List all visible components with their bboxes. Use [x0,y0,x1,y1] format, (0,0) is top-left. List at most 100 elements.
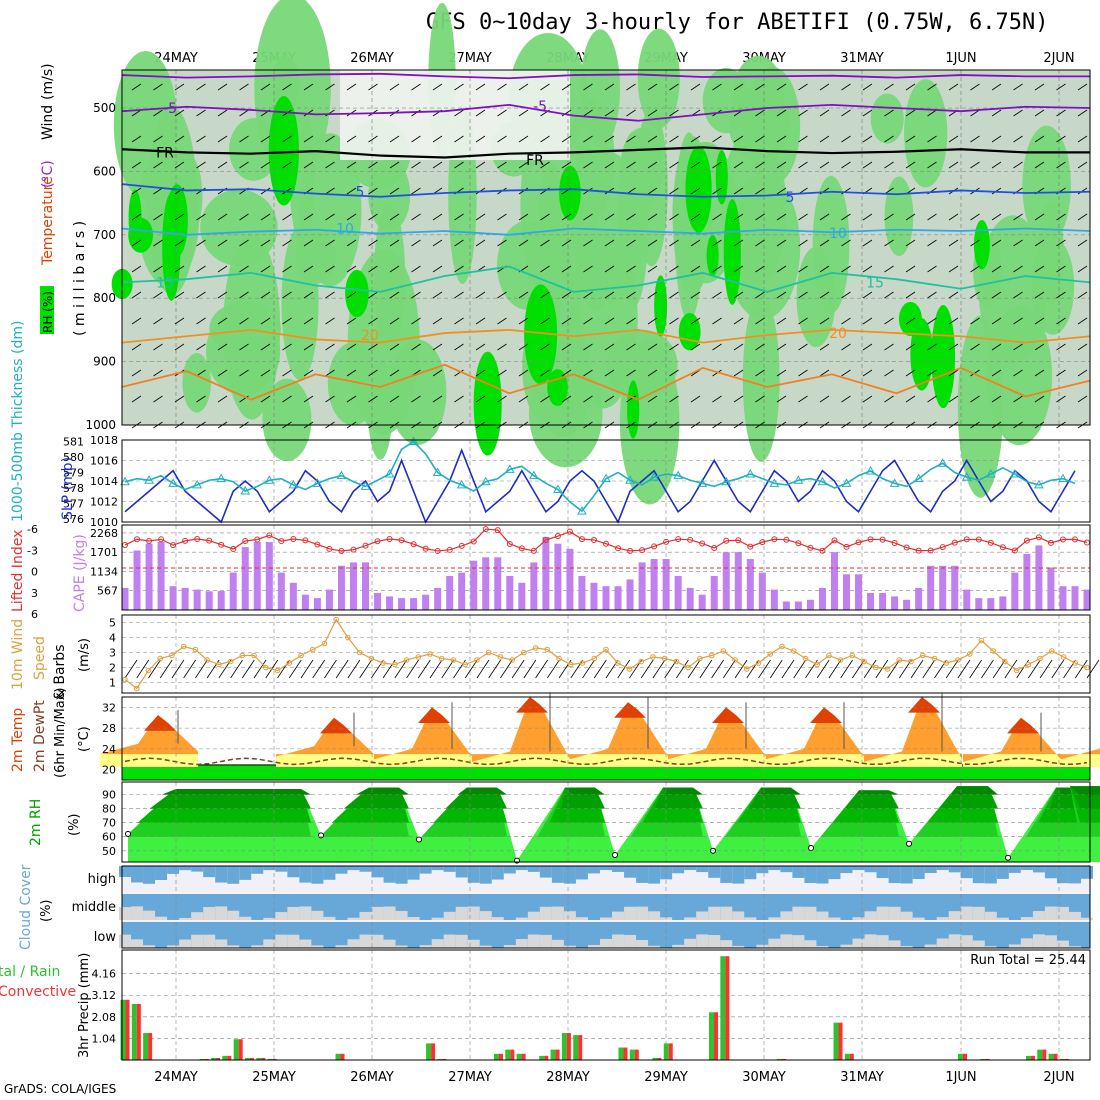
wind-barb [174,83,185,91]
cloud-bar-high [936,866,949,871]
wind-barb [669,317,679,325]
cloud-bar-middle [443,911,456,920]
wind-barb [368,291,378,299]
cape-tick-label: 1701 [90,546,118,559]
cloud-bar-high [948,866,961,873]
thickness-marker [601,473,611,483]
precip-total-bar [1059,1058,1065,1060]
wind-barb [368,343,378,351]
li-tick-label: -6 [27,523,38,536]
rh-mid-area [367,359,393,460]
wind-barb [604,317,615,325]
wind-speed-marker [826,652,832,659]
cloud-bar-high [215,866,228,883]
wind-speed-marker [368,655,375,662]
wind-barb [927,395,937,403]
panel-frame-precip [121,949,1091,1061]
wind-barb [647,369,658,377]
wind-barb [196,291,206,299]
rh2m-axis-label: 2m RH [28,799,44,846]
wind-barb [755,265,765,273]
cloud-bar-low [515,939,528,948]
wind-barb [712,161,722,169]
wind-barb [969,659,983,679]
wind-barb [131,265,142,273]
cloud-bar-middle [239,916,252,920]
cape-bar [494,557,502,610]
cape-bar [133,550,141,610]
cloud-bar-middle [119,907,131,920]
wind-barb [927,83,937,91]
wind-barb [991,343,1002,351]
panel-frame-rh2m [121,781,1091,863]
rh-high-area [678,313,701,351]
li-marker [410,541,417,548]
cloud-bar-low [131,939,144,948]
cape-bar [241,547,249,610]
wind-barb [131,369,142,377]
cloud-bar-low [1068,946,1081,948]
wind-barb [454,265,464,273]
wind-barb [411,161,421,169]
wind-barb [1077,161,1088,169]
cape-bar [939,565,947,610]
wind-barb [346,369,357,377]
cloud-bar-high [732,866,745,884]
wind-barb [475,109,486,117]
wind-barb [647,317,658,325]
wind-barb [183,659,196,679]
thickness-marker [817,476,828,486]
wind-barb [755,239,765,247]
wind-barb [454,343,464,351]
wind-barb [368,83,378,91]
cloud-bar-middle [131,906,144,920]
wind-barb [776,83,787,91]
precip-total-bar [1037,1049,1043,1060]
wind-speed-marker [802,655,809,662]
wind-barb [905,83,916,91]
cloud-bar-low [864,934,877,948]
cape-bar [482,557,490,610]
wind-barb [1063,659,1076,679]
precip-total-bar [720,956,726,1060]
wind-barb [475,239,486,247]
wind-barb [711,659,724,679]
panel-frame-temp [121,696,1091,781]
wind-barb [464,659,478,679]
cloud-bar-high [1068,866,1081,884]
wind-barb [819,161,830,169]
li-marker [470,538,477,545]
wind-barb [153,369,163,377]
wind-barb [131,109,142,117]
wind-barb [819,395,830,403]
cape-tick-label: 1134 [90,565,118,578]
wind-barb [540,83,550,91]
wind-barb [303,395,314,403]
wind-barb [389,187,400,195]
cloud-unit-label: (%) [39,900,54,923]
wind-barb [174,135,185,143]
cape-bar [217,590,225,610]
wind-barb [583,343,593,351]
temp-unit-label: (°C) [77,726,92,752]
date-label-bottom: 25MAY [252,1070,296,1085]
cape-bar [746,559,754,610]
wind-barb [1013,109,1023,117]
cloud-bar-high [720,866,733,883]
cloud-bar-high [263,866,276,871]
wind-barb [1077,83,1088,91]
wind-barb [970,317,980,325]
wind-speed-marker [462,661,469,668]
wind-barb [722,659,736,679]
wind-barb [389,161,400,169]
wind-barb [174,239,185,247]
rh2m-band [355,787,409,795]
cloud-bar-high [359,866,372,872]
wind-barb [196,135,206,143]
precip-convective-bar [714,1012,719,1060]
wind-barb [239,343,249,351]
cloud-bar-middle [852,917,865,920]
wind-barb [540,213,550,221]
wind-barb [652,659,666,679]
wind-barb [776,343,787,351]
